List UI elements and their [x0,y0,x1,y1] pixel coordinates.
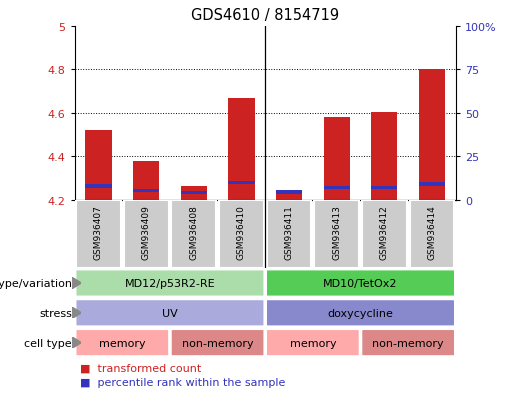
Bar [133,189,159,193]
Bar [267,200,312,268]
FancyBboxPatch shape [76,300,264,326]
Bar [181,191,207,194]
Text: GSM936414: GSM936414 [427,205,436,260]
FancyBboxPatch shape [76,270,264,297]
FancyBboxPatch shape [266,330,359,356]
Bar [419,70,445,200]
Bar [181,186,207,200]
Text: GSM936412: GSM936412 [380,205,389,260]
Bar [362,200,407,268]
Text: GSM936409: GSM936409 [142,205,150,260]
Bar [219,200,264,268]
Text: ■  transformed count: ■ transformed count [80,363,201,373]
Bar [276,193,302,200]
Text: genotype/variation: genotype/variation [0,278,72,288]
Bar [171,200,216,268]
Bar [371,112,398,200]
Bar [85,185,112,188]
Text: memory: memory [289,338,336,348]
Text: MD12/p53R2-RE: MD12/p53R2-RE [125,278,215,288]
Bar [76,200,121,268]
Text: doxycycline: doxycycline [328,308,393,318]
Bar [371,187,398,190]
Bar [323,118,350,200]
Text: ■  percentile rank within the sample: ■ percentile rank within the sample [80,377,285,387]
Text: memory: memory [99,338,146,348]
Text: GSM936410: GSM936410 [237,205,246,260]
Text: GSM936411: GSM936411 [285,205,294,260]
Title: GDS4610 / 8154719: GDS4610 / 8154719 [191,8,339,23]
FancyBboxPatch shape [76,330,169,356]
Bar [419,183,445,186]
Polygon shape [72,307,81,319]
Text: cell type: cell type [25,338,72,348]
Bar [323,187,350,190]
Bar [124,200,168,268]
FancyBboxPatch shape [171,330,264,356]
Text: MD10/TetOx2: MD10/TetOx2 [323,278,398,288]
Text: GSM936407: GSM936407 [94,205,103,260]
Bar [314,200,359,268]
Polygon shape [72,278,81,289]
Text: UV: UV [162,308,178,318]
FancyBboxPatch shape [266,270,455,297]
Bar [85,131,112,200]
Bar [228,181,254,185]
Bar [133,161,159,200]
FancyBboxPatch shape [266,300,455,326]
Bar [409,200,454,268]
Text: GSM936408: GSM936408 [190,205,198,260]
Polygon shape [72,337,81,349]
Bar [276,191,302,195]
FancyBboxPatch shape [362,330,455,356]
Text: non-memory: non-memory [182,338,253,348]
Bar [228,98,254,200]
Text: stress: stress [39,308,72,318]
Text: GSM936413: GSM936413 [332,205,341,260]
Text: non-memory: non-memory [372,338,444,348]
